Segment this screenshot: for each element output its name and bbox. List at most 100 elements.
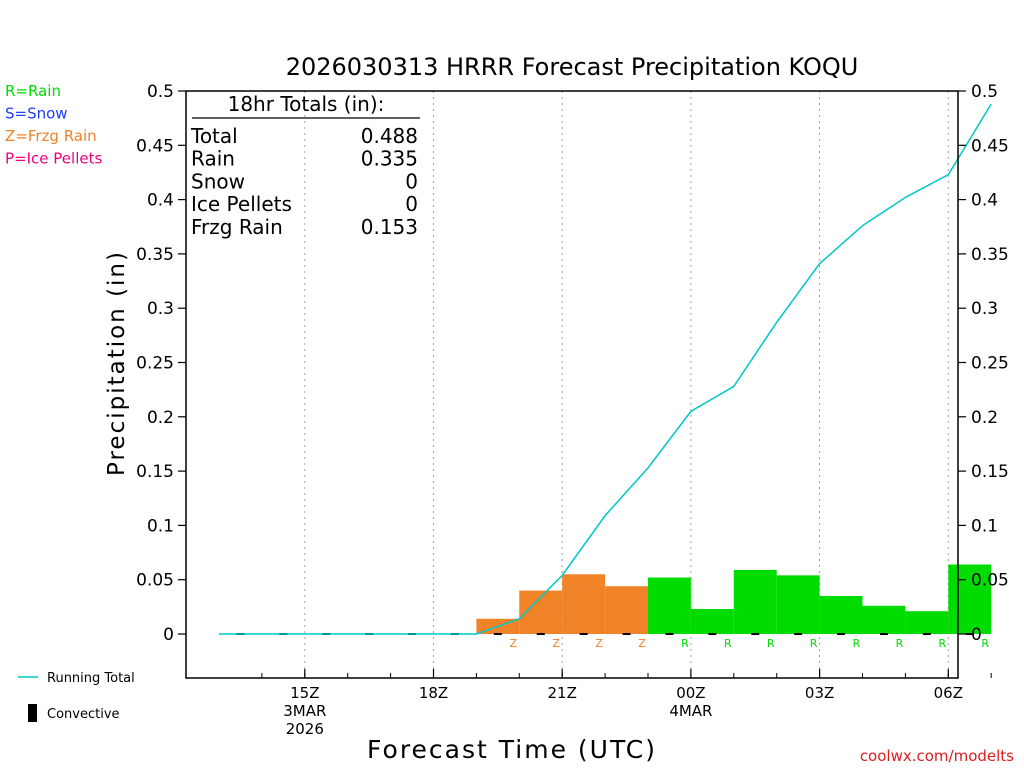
y-tick-label-left: 0.1 (147, 516, 174, 536)
y-tick-label-left: 0.2 (147, 408, 174, 428)
y-tick-label-left: 0.5 (147, 82, 174, 102)
precip-bar (605, 586, 648, 634)
convective-bar (622, 633, 631, 635)
totals-row-label: Total (190, 124, 238, 148)
y-tick-label-right: 0.25 (971, 354, 1009, 374)
x-tick-label: 21Z (548, 684, 577, 702)
y-tick-label-right: 0.4 (971, 191, 998, 211)
x-tick-label: 06Z (934, 684, 963, 702)
y-tick-label-left: 0.35 (136, 245, 174, 265)
precip-type-label: R (681, 637, 689, 650)
y-tick-label-left: 0.4 (147, 191, 174, 211)
y-tick-label-left: 0.25 (136, 354, 174, 374)
precip-type-label: R (896, 637, 904, 650)
y-tick-label-left: 0.05 (136, 571, 174, 591)
x-axis-label: Forecast Time (UTC) (367, 735, 657, 764)
precip-type-label: R (938, 637, 946, 650)
y-tick-label-right: 0.45 (971, 136, 1009, 156)
totals-header: 18hr Totals (in): (228, 92, 385, 116)
type-legend-entry: S=Snow (5, 105, 68, 123)
precip-bar (905, 611, 949, 634)
convective-bar (751, 633, 760, 635)
precip-type-legend: R=Rain S=Snow Z=Frzg Rain P=Ice Pellets (5, 82, 102, 168)
convective-bar (965, 633, 974, 635)
y-tick-label-right: 0.2 (971, 408, 998, 428)
totals-row-label: Rain (191, 147, 235, 171)
totals-row-value: 0.335 (361, 147, 418, 171)
precip-type-label: Z (595, 637, 603, 650)
precip-bar (733, 569, 777, 634)
convective-bar (837, 633, 846, 635)
type-legend-entry: P=Ice Pellets (5, 150, 102, 168)
y-tick-label-left: 0.15 (136, 462, 174, 482)
precip-bars (476, 564, 992, 634)
precip-type-label: Z (510, 637, 518, 650)
y-tick-label-right: 0.35 (971, 245, 1009, 265)
y-axis-left: 0 0.05 0.1 0.15 0.2 0.25 0.3 0.35 0.4 0.45 0.5 (136, 82, 186, 645)
convective-bar (708, 633, 717, 635)
y-tick-label-left: 0 (163, 625, 174, 645)
convective-bar (922, 633, 931, 635)
totals-row-label: Frzg Rain (191, 215, 283, 239)
precip-type-label: Z (638, 637, 646, 650)
totals-row-value: 0.488 (361, 124, 418, 148)
running-total-legend-label: Running Total (47, 671, 135, 686)
totals-row-label: Ice Pellets (191, 192, 292, 216)
convective-bar (794, 633, 803, 635)
y-tick-label-right: 0.1 (971, 516, 998, 536)
x-tick-label: 4MAR (669, 702, 712, 720)
convective-bar (665, 633, 674, 635)
y-tick-label-right: 0.15 (971, 462, 1009, 482)
running-total-legend: Running Total (18, 671, 135, 686)
y-tick-label-right: 0.05 (971, 571, 1009, 591)
chart-title: 2026030313 HRRR Forecast Precipitation K… (286, 53, 859, 81)
convective-legend-label: Convective (47, 707, 120, 722)
precip-bar (690, 609, 734, 634)
precip-type-label: R (981, 637, 989, 650)
y-tick-label-right: 0.5 (971, 82, 998, 102)
running-total-line (219, 103, 992, 635)
y-tick-label-right: 0 (971, 625, 982, 645)
type-legend-entry: R=Rain (5, 82, 61, 100)
convective-bar (493, 633, 502, 635)
precip-bar (948, 564, 992, 634)
x-tick-label: 3MAR (283, 702, 326, 720)
totals-row-value: 0 (405, 192, 418, 216)
y-axis-right: 0 0.05 0.1 0.15 0.2 0.25 0.3 0.35 0.4 0.45 0.5 (958, 82, 1009, 645)
precip-bar (776, 575, 820, 634)
convective-legend-swatch (28, 704, 37, 722)
plot-frame (185, 90, 959, 679)
totals-row-value: 0.153 (361, 215, 418, 239)
grid-lines (304, 91, 949, 678)
precip-type-label: R (724, 637, 732, 650)
totals-row-value: 0 (405, 169, 418, 193)
x-tick-label: 18Z (419, 684, 448, 702)
y-tick-label-right: 0.3 (971, 299, 998, 319)
precip-type-label: Z (552, 637, 560, 650)
y-tick-label-left: 0.3 (147, 299, 174, 319)
x-tick-label: 15Z (290, 684, 319, 702)
totals-rows: Total 0.488 Rain 0.335 Snow 0 Ice Pellets 0 Frzg… (190, 124, 418, 239)
x-tick-label: 00Z (676, 684, 705, 702)
precip-bar (819, 595, 863, 634)
y-tick-label-left: 0.45 (136, 136, 174, 156)
convective-bar (579, 633, 588, 635)
totals-row-label: Snow (191, 169, 245, 193)
convective-legend: Convective (28, 704, 120, 722)
precip-type-label: R (767, 637, 775, 650)
convective-bar (879, 633, 888, 635)
precip-bar (562, 574, 606, 634)
totals-box: 18hr Totals (in): Total 0.488 Rain 0.335 Sno… (190, 92, 420, 239)
precip-type-label: R (810, 637, 818, 650)
precip-type-label: R (853, 637, 861, 650)
type-legend-entry: Z=Frzg Rain (5, 127, 97, 145)
x-tick-label: 2026 (286, 720, 324, 738)
y-axis-label: Precipitation (in) (104, 250, 130, 476)
x-tick-label: 03Z (805, 684, 834, 702)
precip-bar (862, 605, 906, 634)
running-total-polyline (219, 103, 992, 635)
